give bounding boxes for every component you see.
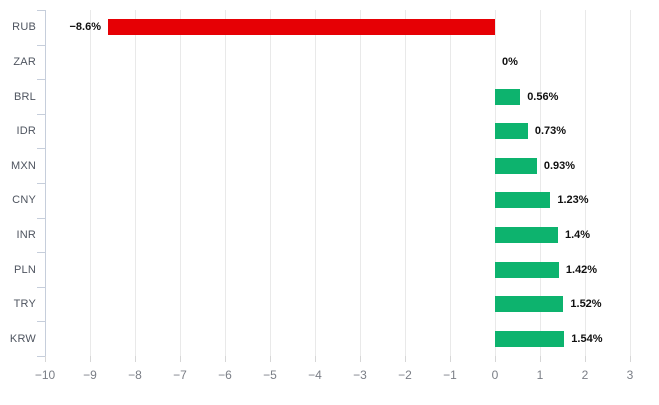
value-label: 1.42%: [565, 264, 598, 276]
value-label: 1.23%: [557, 194, 589, 206]
x-axis-tick-label: 3: [626, 368, 634, 382]
category-label: TRY: [13, 298, 36, 310]
gridline: [630, 10, 631, 356]
gridline: [360, 10, 361, 356]
category-label: INR: [16, 229, 36, 241]
value-label: 1.52%: [570, 298, 602, 310]
category-label: RUB: [12, 21, 36, 33]
x-axis-tick-label: −10: [34, 368, 56, 382]
x-axis-tick-label: −5: [263, 368, 277, 382]
x-axis-tick-label: −8: [128, 368, 142, 382]
gridline: [450, 10, 451, 356]
x-axis-tick-label: −2: [398, 368, 412, 382]
gridline: [90, 10, 91, 356]
x-axis-tick-label: 0: [491, 368, 499, 382]
y-axis-tick: [37, 79, 45, 80]
y-axis-tick: [37, 356, 45, 357]
y-axis-tick: [37, 218, 45, 219]
gridline: [495, 10, 496, 356]
y-axis-tick: [37, 114, 45, 115]
x-axis-tick-label: 1: [536, 368, 544, 382]
x-axis-tick: [135, 356, 136, 362]
gridline: [540, 10, 541, 356]
y-axis-line: [45, 10, 46, 356]
x-axis-tick: [450, 356, 451, 362]
gridline: [405, 10, 406, 356]
x-axis-tick-label: 2: [581, 368, 589, 382]
value-label: 0.93%: [543, 160, 576, 172]
gridline: [585, 10, 586, 356]
x-axis-tick: [315, 356, 316, 362]
x-axis-tick-label: −9: [83, 368, 97, 382]
value-label: 1.4%: [565, 229, 591, 241]
gridline: [135, 10, 136, 356]
category-label: MXN: [10, 160, 36, 172]
positive-bar: [495, 296, 564, 312]
value-label: 0.73%: [534, 125, 567, 137]
positive-bar: [495, 227, 558, 243]
value-label: 1.54%: [571, 333, 603, 345]
x-axis-tick-label: −1: [443, 368, 457, 382]
x-axis-tick: [540, 356, 541, 362]
y-axis-tick: [37, 45, 45, 46]
y-axis-tick: [37, 10, 45, 11]
category-label: ZAR: [13, 56, 36, 68]
x-axis-tick: [225, 356, 226, 362]
x-axis-tick: [270, 356, 271, 362]
x-axis-tick: [180, 356, 181, 362]
value-label: 0.56%: [527, 91, 559, 103]
category-label: IDR: [16, 125, 36, 137]
positive-bar: [495, 89, 521, 105]
gridline: [180, 10, 181, 356]
gridline: [270, 10, 271, 356]
category-label: KRW: [9, 333, 36, 345]
positive-bar: [495, 123, 528, 139]
x-axis-tick: [360, 356, 361, 362]
value-label: −8.6%: [69, 21, 102, 33]
gridline: [315, 10, 316, 356]
gridline: [225, 10, 226, 356]
x-axis-tick: [90, 356, 91, 362]
x-axis-tick: [495, 356, 496, 362]
y-axis-tick: [37, 321, 45, 322]
x-axis-tick: [630, 356, 631, 362]
category-label: BRL: [14, 91, 36, 103]
positive-bar: [495, 262, 559, 278]
positive-bar: [495, 331, 565, 347]
positive-bar: [495, 192, 551, 208]
x-axis-tick-label: −6: [218, 368, 232, 382]
x-axis-tick-label: −7: [173, 368, 187, 382]
y-axis-tick: [37, 252, 45, 253]
x-axis-tick-label: −4: [308, 368, 322, 382]
x-axis-tick: [585, 356, 586, 362]
y-axis-tick: [37, 183, 45, 184]
value-label: 0%: [502, 56, 518, 68]
category-label: PLN: [14, 264, 36, 276]
x-axis-tick: [405, 356, 406, 362]
x-axis-tick: [45, 356, 46, 362]
positive-bar: [495, 158, 537, 174]
category-label: CNY: [12, 194, 36, 206]
x-axis-tick-label: −3: [353, 368, 367, 382]
negative-bar: [108, 19, 495, 35]
y-axis-tick: [37, 148, 45, 149]
y-axis-tick: [37, 287, 45, 288]
